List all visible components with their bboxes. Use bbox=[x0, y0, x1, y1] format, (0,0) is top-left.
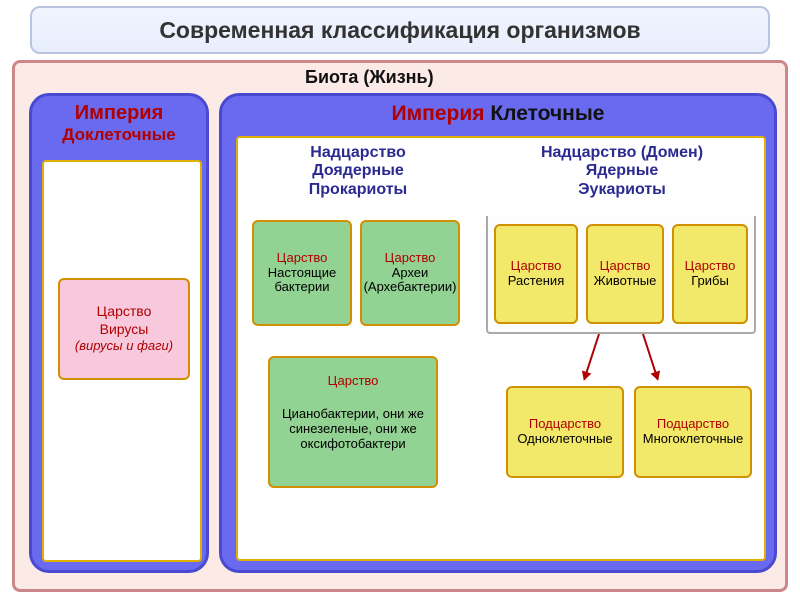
subkingdom-name: Многоклеточные bbox=[643, 432, 743, 447]
kingdom-viruses: Царство Вирусы (вирусы и фаги) bbox=[58, 278, 190, 380]
kingdom-label: Царство bbox=[511, 259, 562, 274]
empire-cellular-title-black: Клеточные bbox=[490, 102, 604, 125]
superkingdom-prokaryotes: Надцарство Доядерные Прокариоты bbox=[260, 144, 456, 199]
empire-precellular-title: Империя bbox=[32, 102, 206, 125]
sk-line: Эукариоты bbox=[492, 181, 752, 199]
kingdom-label: Царство bbox=[277, 251, 328, 266]
kingdom-label: Царство bbox=[97, 303, 152, 321]
sk-line: Ядерные bbox=[492, 162, 752, 180]
sk-line: Прокариоты bbox=[260, 181, 456, 199]
kingdom-name: Цианобактерии, они же синезеленые, они ж… bbox=[272, 407, 434, 452]
biota-frame: Биота (Жизнь) Империя Доклеточные Царств… bbox=[12, 60, 788, 592]
subkingdom-name: Одноклеточные bbox=[517, 432, 612, 447]
subkingdom-unicellular: Подцарство Одноклеточные bbox=[506, 386, 624, 478]
kingdom-plants: Царство Растения bbox=[494, 224, 578, 324]
kingdom-name: Вирусы bbox=[100, 321, 149, 339]
main-title: Современная классификация организмов bbox=[30, 6, 770, 54]
sk-line: Надцарство (Домен) bbox=[492, 144, 752, 162]
kingdom-name: Грибы bbox=[691, 274, 729, 289]
empire-cellular-inner: Надцарство Доядерные Прокариоты Надцарст… bbox=[236, 136, 766, 561]
empire-precellular: Империя Доклеточные Царство Вирусы (виру… bbox=[29, 93, 209, 573]
subkingdom-multicellular: Подцарство Многоклеточные bbox=[634, 386, 752, 478]
empire-cellular: Империя Клеточные Надцарство Доядерные П… bbox=[219, 93, 777, 573]
empire-precellular-subtitle: Доклеточные bbox=[32, 125, 206, 145]
empire-cellular-title: Империя Клеточные bbox=[222, 102, 774, 126]
kingdom-label: Царство bbox=[328, 374, 379, 389]
kingdom-name: Археи (Архебактерии) bbox=[364, 266, 457, 296]
biota-label: Биота (Жизнь) bbox=[305, 67, 434, 88]
arrow-icon bbox=[583, 334, 600, 380]
kingdom-animals: Царство Животные bbox=[586, 224, 664, 324]
subkingdom-label: Подцарство bbox=[529, 417, 601, 432]
kingdom-cyanobacteria: Царство Цианобактерии, они же синезелены… bbox=[268, 356, 438, 488]
superkingdom-eukaryotes: Надцарство (Домен) Ядерные Эукариоты bbox=[492, 144, 752, 199]
subkingdom-label: Подцарство bbox=[657, 417, 729, 432]
kingdom-name: Растения bbox=[508, 274, 565, 289]
arrow-icon bbox=[642, 334, 659, 380]
empire-precellular-inner: Царство Вирусы (вирусы и фаги) bbox=[42, 160, 202, 562]
kingdom-note: (вирусы и фаги) bbox=[75, 338, 173, 354]
kingdom-fungi: Царство Грибы bbox=[672, 224, 748, 324]
diagram-root: Современная классификация организмов Био… bbox=[0, 0, 800, 600]
kingdom-name: Животные bbox=[594, 274, 657, 289]
kingdom-name: Настоящие бактерии bbox=[256, 266, 348, 296]
kingdom-label: Царство bbox=[385, 251, 436, 266]
sk-line: Надцарство bbox=[260, 144, 456, 162]
kingdom-archaea: Царство Археи (Архебактерии) bbox=[360, 220, 460, 326]
sk-line: Доядерные bbox=[260, 162, 456, 180]
kingdom-label: Царство bbox=[600, 259, 651, 274]
kingdom-bacteria: Царство Настоящие бактерии bbox=[252, 220, 352, 326]
kingdom-label: Царство bbox=[685, 259, 736, 274]
empire-cellular-title-red: Империя bbox=[392, 102, 491, 125]
